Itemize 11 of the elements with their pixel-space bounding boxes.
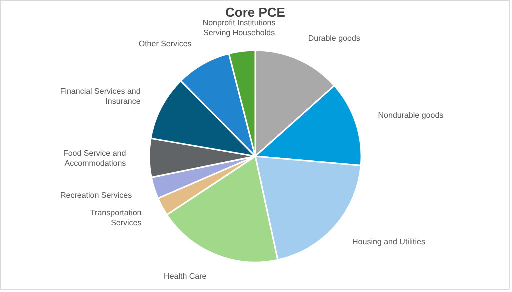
slice-label: Food Service and Accommodations [63,149,126,168]
slice-label: Transportation Services [90,208,142,228]
slice-label: Recreation Services [60,190,132,200]
slice-label: Nondurable goods [378,111,444,120]
slice-label: Health Care [164,272,208,281]
slice-label: Housing and Utilities [352,238,426,247]
slice-label: Other Services [138,39,192,48]
chart-title: Core PCE [226,4,286,20]
slice-label: Nonprofit Institutions Serving Households [202,18,276,38]
slice-label: Financial Services and Insurance [60,87,142,106]
slice-label: Durable goods [308,34,360,43]
